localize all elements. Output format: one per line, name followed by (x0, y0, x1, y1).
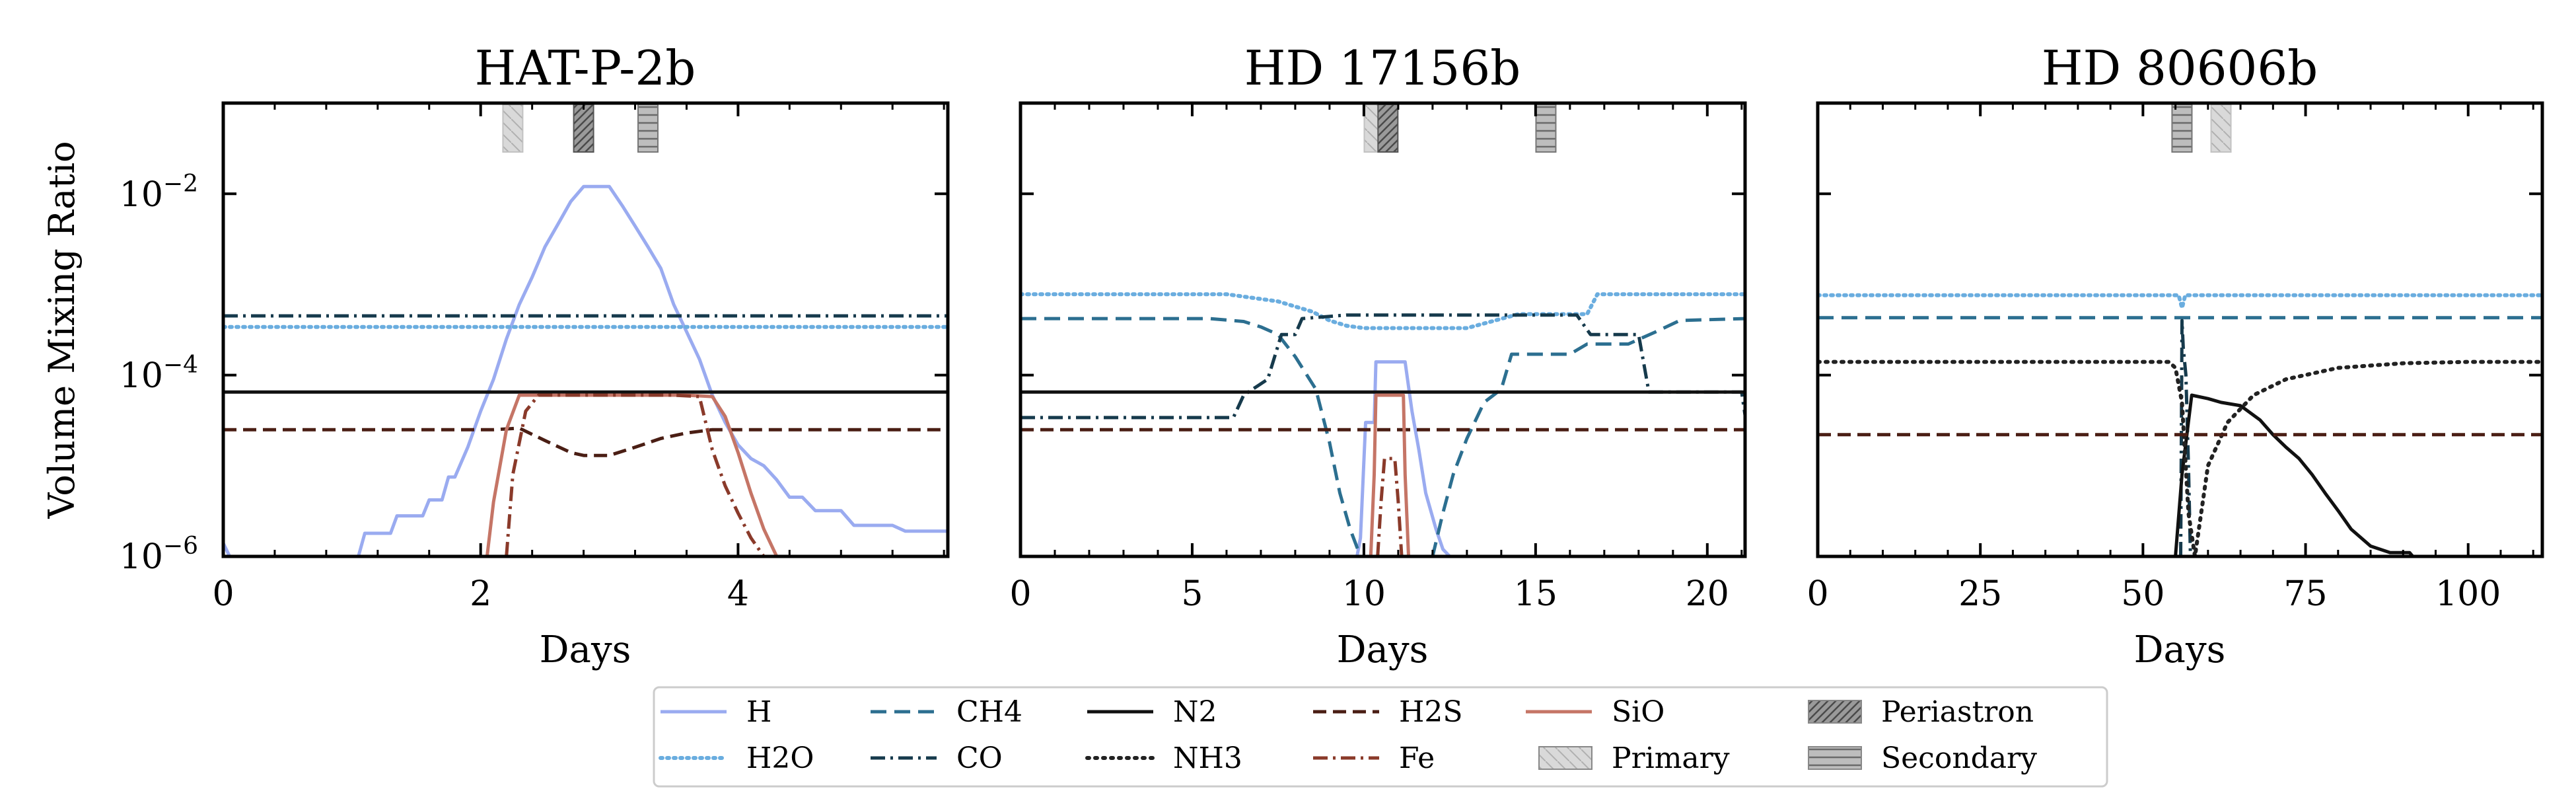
series-co (2179, 319, 2192, 556)
legend-item-nh3: NH3 (1085, 741, 1242, 775)
legend-label: H (746, 695, 771, 729)
panel-title: HD 80606b (2042, 40, 2318, 96)
legend-item-primary: Primary (1538, 741, 1730, 775)
x-axis-label: Days (2134, 628, 2226, 671)
series-nh3 (1818, 359, 2542, 556)
legend-frame (653, 686, 2108, 788)
legend-label: Primary (1612, 741, 1730, 775)
legend-label: CO (956, 741, 1003, 775)
secondary-eclipse-marker (1535, 104, 1557, 153)
legend-item-ch4: CH4 (871, 695, 1022, 729)
legend-item-periastron: Periastron (1808, 695, 2034, 729)
plot-frame (1816, 101, 2544, 558)
legend-item-n2: N2 (1087, 695, 1217, 729)
primary-transit-marker (2210, 104, 2232, 153)
series-h2o (1818, 293, 2542, 310)
series-co (1020, 313, 1745, 420)
y-tick-label: 10−6 (120, 533, 198, 577)
series-fe (1376, 457, 1404, 556)
y-tick-label: 10−4 (120, 352, 198, 396)
secondary-eclipse-marker (2171, 104, 2193, 153)
x-tick-label: 2 (470, 574, 491, 614)
series-h (223, 184, 948, 556)
x-tick-label: 0 (1807, 574, 1828, 614)
periastron-marker (573, 104, 594, 153)
periastron-marker (1377, 104, 1399, 153)
x-tick-label: 25 (1958, 574, 2002, 614)
x-tick-label: 20 (1686, 574, 1729, 614)
series-h (1355, 360, 1451, 556)
secondary-eclipse-marker (637, 104, 659, 153)
x-tick-label: 100 (2435, 574, 2501, 614)
legend-label: Fe (1399, 741, 1435, 775)
series-ch4 (1020, 317, 1745, 556)
series-h2s (223, 426, 948, 457)
x-tick-label: 4 (727, 574, 749, 614)
primary-transit-marker (502, 104, 524, 153)
series-sio (1369, 393, 1410, 556)
series-sio (485, 393, 779, 556)
panel-hd-17156b: HD 17156b Days 0 5 10 15 20 (1009, 40, 1747, 671)
plot-frame (221, 101, 950, 558)
x-axis-label: Days (1337, 628, 1429, 671)
legend: H H2O CH4 CO N2 NH3 H2S Fe SiO Primary Periastron S… (653, 686, 2108, 788)
x-tick-label: 50 (2121, 574, 2165, 614)
y-tick-label: 10−2 (120, 170, 198, 215)
legend-swatch (1808, 746, 1862, 770)
legend-label: NH3 (1173, 741, 1242, 775)
legend-swatch (1538, 746, 1592, 770)
x-tick-label: 0 (1009, 574, 1031, 614)
panel-hd-80606b: HD 80606b Days 0 25 50 75 100 (1807, 40, 2544, 671)
panel-title: HD 17156b (1244, 40, 1521, 96)
plot-frame (1019, 101, 1747, 558)
legend-item-h2s: H2S (1313, 695, 1463, 729)
x-tick-label: 5 (1181, 574, 1203, 614)
legend-swatch (1808, 700, 1862, 724)
panel-title: HAT-P-2b (475, 40, 696, 96)
legend-item-h: H (661, 695, 771, 729)
series-fe (505, 393, 766, 556)
legend-item-sio: SiO (1526, 695, 1664, 729)
y-axis-label: Volume Mixing Ratio (41, 141, 83, 519)
x-axis-label: Days (540, 628, 631, 671)
x-tick-label: 0 (212, 574, 234, 614)
x-tick-label: 15 (1514, 574, 1557, 614)
x-tick-label: 10 (1342, 574, 1386, 614)
legend-item-h2o: H2O (659, 741, 814, 775)
series-n2 (2174, 393, 2414, 556)
x-tick-label: 75 (2283, 574, 2327, 614)
legend-label: Periastron (1881, 695, 2034, 729)
legend-label: H2S (1399, 695, 1463, 729)
panel-hat-p-2b: HAT-P-2b Days 0 2 4 10−2 10−4 10−6 (120, 40, 950, 671)
series-h2o (1020, 292, 1745, 330)
legend-label: CH4 (956, 695, 1022, 729)
legend-label: SiO (1612, 695, 1664, 729)
legend-label: Secondary (1881, 741, 2037, 775)
legend-label: H2O (746, 741, 814, 775)
legend-item-secondary: Secondary (1808, 741, 2037, 775)
legend-item-fe: Fe (1313, 741, 1435, 775)
legend-label: N2 (1173, 695, 1217, 729)
legend-item-co: CO (871, 741, 1003, 775)
